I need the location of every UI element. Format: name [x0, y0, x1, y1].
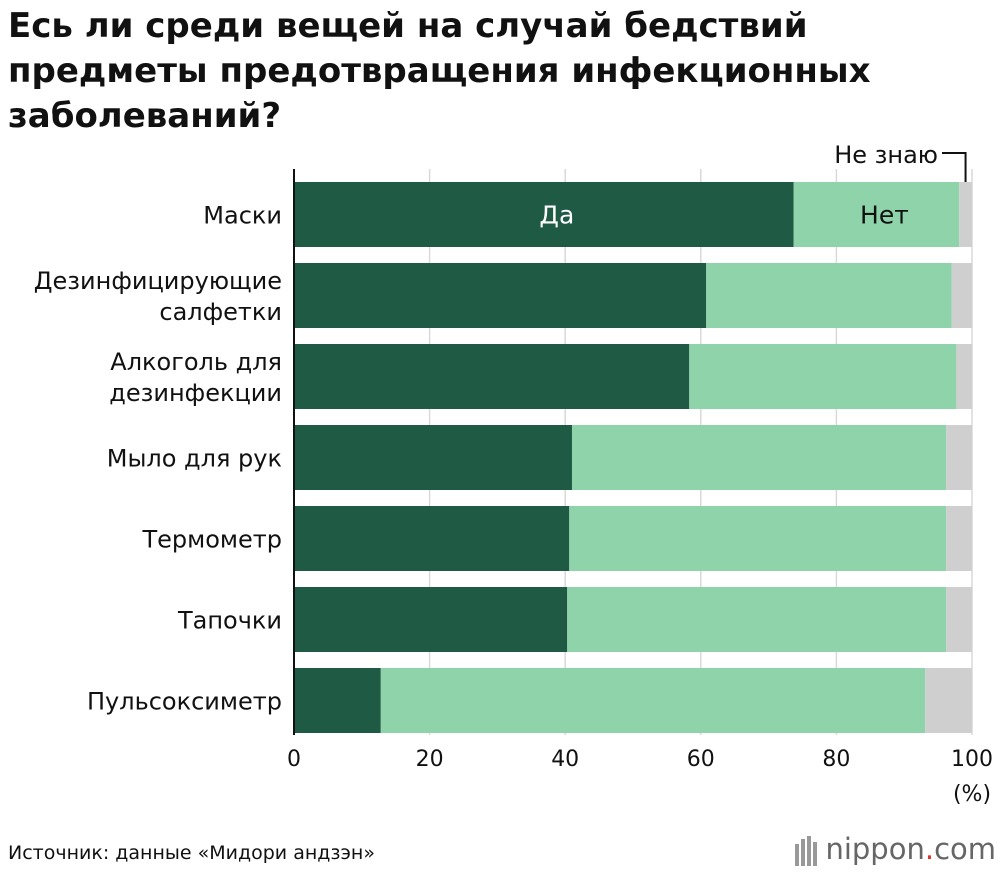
- category-label-line: Термометр: [141, 526, 282, 554]
- bar-no: [793, 182, 960, 247]
- bar-no: [689, 344, 957, 409]
- category-label: Термометр: [141, 526, 282, 554]
- category-label: Пульсоксиметр: [87, 688, 282, 716]
- x-unit-label: (%): [953, 782, 991, 807]
- bar-yes: [294, 263, 707, 328]
- legend-label-yes: Да: [539, 201, 574, 230]
- bar-dontknow: [946, 506, 972, 571]
- bar-no: [567, 587, 947, 652]
- legend-label-no: Нет: [860, 201, 909, 230]
- category-label: Маски: [203, 202, 282, 230]
- bar-yes: [294, 182, 794, 247]
- source-note: Источник: данные «Мидори андзэн»: [8, 842, 375, 864]
- category-label-line: Пульсоксиметр: [87, 688, 282, 716]
- category-label-line: Тапочки: [177, 607, 282, 635]
- logo-dot: .: [924, 832, 935, 866]
- logo-name: nippon: [825, 832, 925, 866]
- logo-tld: com: [934, 832, 996, 866]
- bar-dontknow: [951, 263, 972, 328]
- bar-no: [706, 263, 952, 328]
- x-tick-label: 100: [951, 747, 993, 772]
- bar-dontknow: [959, 182, 972, 247]
- x-tick-label: 80: [822, 747, 850, 772]
- x-tick-label: 60: [687, 747, 715, 772]
- category-label-line: Мыло для рук: [107, 445, 282, 473]
- category-label-line: салфетки: [159, 298, 282, 326]
- x-tick-label: 40: [551, 747, 579, 772]
- bar-no: [380, 668, 926, 733]
- category-label: Дезинфицирующие салфетки: [34, 267, 282, 326]
- category-label: Алкоголь для дезинфекции: [109, 348, 282, 407]
- legend-leader-line: [942, 152, 967, 182]
- category-label-line: Маски: [203, 202, 282, 230]
- category-label: Тапочки: [177, 607, 282, 635]
- bar-dontknow: [946, 587, 972, 652]
- category-label-line: дезинфекции: [109, 379, 282, 407]
- bar-no: [571, 425, 947, 490]
- category-label-line: Дезинфицирующие: [34, 267, 282, 295]
- bar-yes: [294, 506, 570, 571]
- x-tick-label: 20: [416, 747, 444, 772]
- chart-title: Есь ли среди вещей на случай бедствий пр…: [8, 6, 871, 136]
- legend-label-dontknow: Не знаю: [834, 141, 938, 169]
- bar-yes: [294, 425, 572, 490]
- category-label-line: Алкоголь для: [110, 348, 282, 376]
- bar-dontknow: [946, 425, 972, 490]
- bar-dontknow: [956, 344, 972, 409]
- bar-yes: [294, 344, 690, 409]
- bar-yes: [294, 587, 568, 652]
- nippon-logo[interactable]: nippon.com: [795, 832, 996, 866]
- bar-dontknow: [925, 668, 972, 733]
- category-label: Мыло для рук: [107, 445, 282, 473]
- bar-no: [569, 506, 947, 571]
- x-tick-label: 0: [287, 747, 301, 772]
- logo-mark-icon: [795, 836, 818, 866]
- bar-yes: [294, 668, 381, 733]
